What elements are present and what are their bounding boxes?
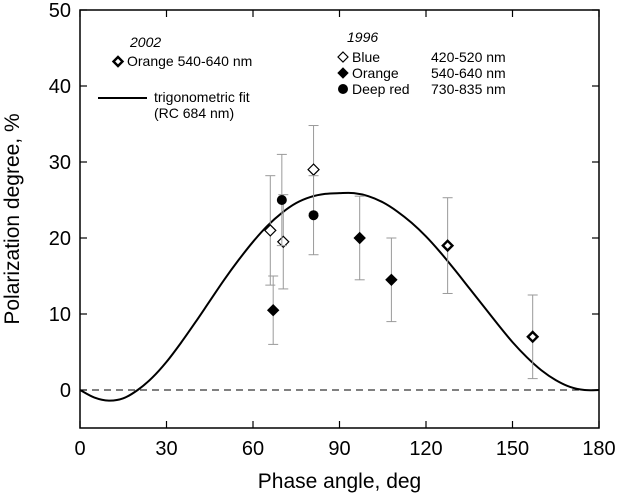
y-tick-label: 40 [49, 76, 71, 98]
legend: 2002 Orange 540-640 nm trigonometric fit… [98, 29, 506, 121]
x-tick-label: 120 [409, 438, 442, 460]
legend-label-orange-2002: Orange 540-640 nm [127, 53, 252, 69]
x-tick-label: 90 [328, 438, 350, 460]
data-point-orange-2002 [526, 330, 540, 344]
data-point-deep-red-1996 [308, 210, 319, 221]
legend-marker-blue-1996 [337, 51, 349, 63]
data-point-blue-1996 [307, 163, 320, 176]
data-point-orange-1996 [385, 273, 398, 287]
x-tick-label: 180 [582, 438, 615, 460]
y-tick-label: 30 [49, 152, 71, 174]
legend-label-orange-1996-range: 540-640 nm [431, 65, 506, 81]
legend-label-blue-name: Blue [352, 49, 380, 65]
x-tick-label: 30 [155, 438, 177, 460]
legend-marker-orange-1996 [337, 67, 349, 79]
data-point-orange-1996 [266, 303, 280, 317]
legend-label-fit-line2: (RC 684 nm) [154, 105, 234, 121]
legend-label-blue-range: 420-520 nm [431, 49, 506, 65]
y-tick-label: 50 [49, 0, 71, 22]
y-axis-title: Polarization degree, % [1, 113, 24, 324]
x-tick-label: 60 [242, 438, 264, 460]
data-point-orange-2002 [441, 239, 455, 253]
x-axis-ticks: 0 30 60 90 120 150 180 [74, 10, 616, 460]
legend-label-deep-red-name: Deep red [352, 81, 410, 97]
legend-heading-2002: 2002 [129, 34, 161, 50]
x-axis-title: Phase angle, deg [258, 470, 421, 493]
legend-label-deep-red-range: 730-835 nm [431, 81, 506, 97]
legend-heading-1996: 1996 [347, 29, 378, 45]
y-tick-label: 20 [49, 228, 71, 250]
legend-marker-deep-red-1996 [338, 84, 348, 94]
x-tick-label: 150 [496, 438, 529, 460]
data-point-orange-1996 [353, 231, 366, 245]
legend-label-fit-line1: trigonometric fit [154, 89, 250, 105]
legend-label-orange-1996-name: Orange [352, 65, 399, 81]
y-tick-label: 10 [49, 304, 71, 326]
data-point-blue-1996 [276, 235, 290, 249]
data-point-blue-1996 [263, 224, 277, 237]
trigonometric-fit-curve [80, 191, 599, 402]
legend-marker-orange-2002 [111, 55, 125, 68]
data-point-deep-red-1996 [276, 195, 287, 205]
x-tick-label: 0 [74, 438, 85, 460]
y-axis-ticks: 0 10 20 30 40 50 [49, 0, 599, 402]
data-points-layer [263, 125, 540, 380]
y-tick-label: 0 [60, 380, 71, 402]
